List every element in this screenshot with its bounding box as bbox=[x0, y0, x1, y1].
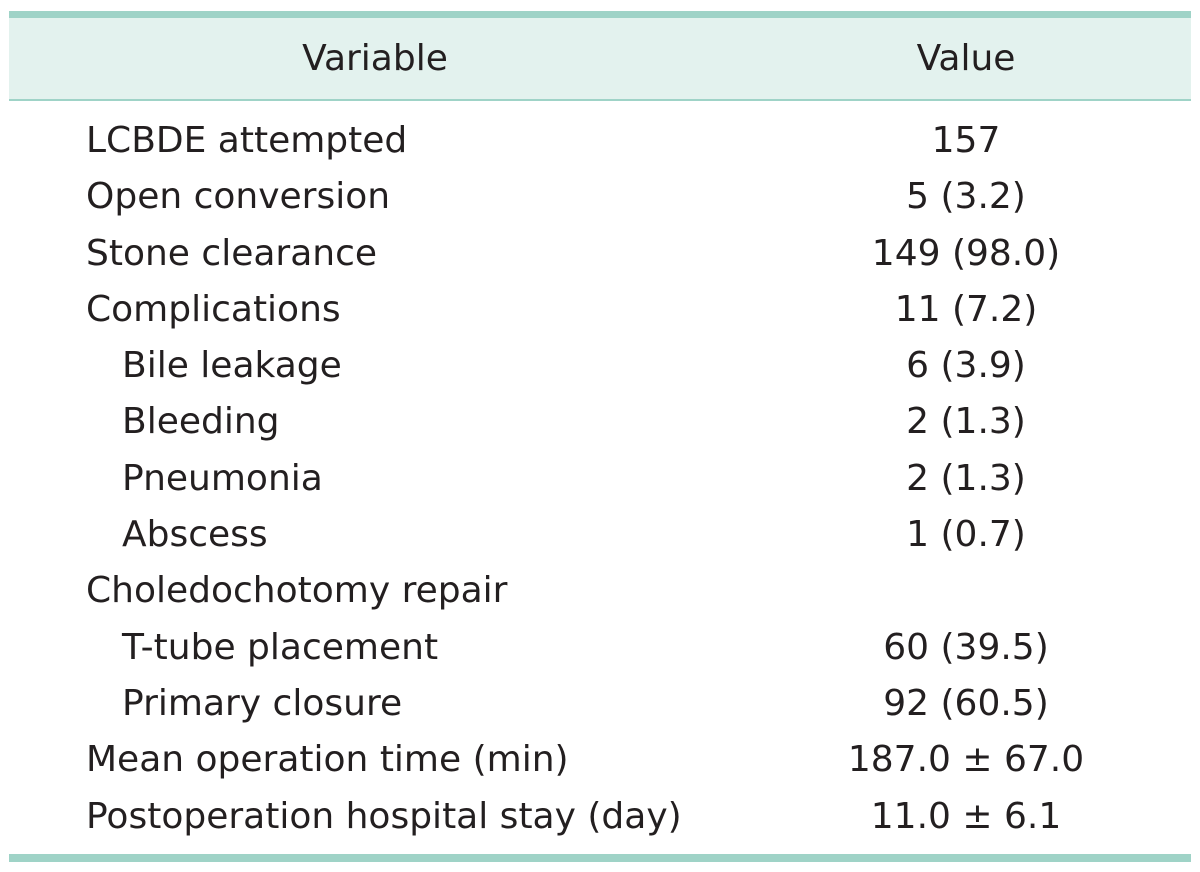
value-cell: 157 bbox=[931, 120, 1001, 161]
variable-cell: Stone clearance bbox=[86, 232, 378, 274]
value-cell: 60 (39.5) bbox=[883, 626, 1049, 668]
table-row: Pneumonia 2 (1.3) bbox=[9, 451, 1191, 507]
variable-cell: Postoperation hospital stay (day) bbox=[86, 795, 682, 837]
value-cell: 6 (3.9) bbox=[906, 345, 1026, 387]
variable-cell: Choledochotomy repair bbox=[86, 570, 508, 612]
variable-cell: Open conversion bbox=[86, 176, 391, 218]
column-header-variable: Variable bbox=[302, 38, 448, 79]
table-body: LCBDE attempted 157 Open conversion 5 (3… bbox=[9, 113, 1191, 845]
variable-cell: Bleeding bbox=[122, 401, 280, 443]
table-row: T-tube placement 60 (39.5) bbox=[9, 620, 1191, 676]
table-row: Complications 11 (7.2) bbox=[9, 282, 1191, 338]
value-cell: 2 (1.3) bbox=[906, 457, 1026, 499]
table-row: Primary closure 92 (60.5) bbox=[9, 676, 1191, 732]
variable-cell: Primary closure bbox=[122, 682, 403, 724]
table-row: Bile leakage 6 (3.9) bbox=[9, 338, 1191, 394]
table-row: Mean operation time (min) 187.0 ± 67.0 bbox=[9, 732, 1191, 788]
value-cell: 149 (98.0) bbox=[871, 232, 1061, 274]
table-row: Bleeding 2 (1.3) bbox=[9, 394, 1191, 450]
table-row: LCBDE attempted 157 bbox=[9, 113, 1191, 169]
table-row: Open conversion 5 (3.2) bbox=[9, 169, 1191, 225]
value-cell: 2 (1.3) bbox=[906, 401, 1026, 443]
value-cell: 187.0 ± 67.0 bbox=[847, 739, 1085, 781]
table-header: Variable Value bbox=[9, 18, 1191, 101]
table-row: Postoperation hospital stay (day) 11.0 ±… bbox=[9, 789, 1191, 845]
variable-cell: Abscess bbox=[122, 514, 268, 556]
table-row: Choledochotomy repair bbox=[9, 563, 1191, 619]
table-bottom-rule bbox=[9, 854, 1191, 862]
table-row: Abscess 1 (0.7) bbox=[9, 507, 1191, 563]
value-cell: 1 (0.7) bbox=[906, 514, 1026, 556]
variable-cell: T-tube placement bbox=[122, 626, 439, 668]
table-top-rule bbox=[9, 11, 1191, 18]
value-cell: 92 (60.5) bbox=[883, 682, 1049, 724]
value-cell: 5 (3.2) bbox=[906, 176, 1026, 218]
variable-cell: Pneumonia bbox=[122, 457, 323, 499]
variable-cell: Complications bbox=[86, 288, 341, 330]
column-header-value: Value bbox=[916, 38, 1016, 79]
value-cell bbox=[741, 563, 1191, 619]
value-cell: 11.0 ± 6.1 bbox=[870, 795, 1062, 837]
variable-cell: Bile leakage bbox=[122, 345, 342, 387]
variable-cell: Mean operation time (min) bbox=[86, 739, 569, 781]
results-table: Variable Value LCBDE attempted 157 Open … bbox=[9, 11, 1191, 864]
variable-cell: LCBDE attempted bbox=[86, 120, 408, 161]
table-row: Stone clearance 149 (98.0) bbox=[9, 226, 1191, 282]
value-cell: 11 (7.2) bbox=[894, 288, 1038, 330]
